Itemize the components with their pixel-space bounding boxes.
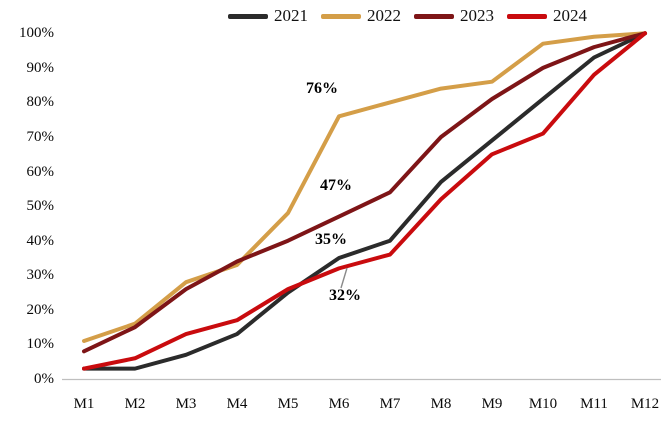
- x-tick-M4: M4: [226, 396, 248, 412]
- legend-item-2021: 2021: [228, 6, 308, 26]
- series-line-2024: [82, 31, 647, 371]
- legend-swatch-2021: [228, 13, 268, 19]
- x-tick-M8: M8: [430, 396, 452, 412]
- legend-label: 2024: [553, 6, 587, 25]
- legend-swatch-2023: [414, 13, 454, 19]
- x-tick-M1: M1: [73, 396, 95, 412]
- annotation-2024-M6: 32%: [329, 287, 361, 304]
- y-tick-70pct: 70%: [26, 129, 55, 145]
- y-tick-80pct: 80%: [26, 94, 55, 111]
- annotation-2021-M6: 35%: [315, 231, 347, 248]
- series-line-2023: [82, 31, 647, 354]
- x-tick-M7: M7: [379, 396, 401, 412]
- series-line-2022: [82, 31, 647, 343]
- y-tick-20pct: 20%: [26, 301, 55, 318]
- legend-swatch-2022: [321, 13, 361, 19]
- legend-item-2022: 2022: [321, 6, 401, 26]
- chart-legend: 2021 2022 2023 2024: [228, 6, 587, 26]
- legend-label: 2022: [367, 6, 401, 25]
- x-tick-M9: M9: [481, 396, 503, 412]
- legend-item-2023: 2023: [414, 6, 494, 26]
- annotation-leader-line: [340, 267, 348, 289]
- legend-label: 2021: [274, 6, 308, 25]
- legend-item-2024: 2024: [507, 6, 587, 26]
- x-tick-M5: M5: [277, 396, 299, 412]
- legend-label: 2023: [460, 6, 494, 25]
- x-tick-M2: M2: [124, 396, 146, 412]
- y-tick-60pct: 60%: [26, 163, 55, 180]
- x-tick-M6: M6: [328, 396, 350, 412]
- annotation-2023-M6: 47%: [320, 177, 352, 194]
- legend-swatch-2024: [507, 13, 547, 19]
- y-tick-30pct: 30%: [26, 267, 55, 284]
- x-tick-M12: M12: [630, 396, 660, 412]
- y-tick-40pct: 40%: [26, 232, 55, 249]
- x-tick-M11: M11: [580, 396, 608, 412]
- x-tick-M10: M10: [528, 396, 558, 412]
- y-tick-0pct: 0%: [34, 371, 54, 387]
- x-tick-M3: M3: [175, 396, 197, 412]
- y-tick-90pct: 90%: [26, 59, 55, 76]
- annotation-2022-M6: 76%: [306, 80, 338, 97]
- y-tick-50pct: 50%: [26, 198, 55, 215]
- y-tick-100pct: 100%: [19, 25, 54, 42]
- series-line-2021: [82, 31, 647, 371]
- y-tick-10pct: 10%: [26, 336, 55, 353]
